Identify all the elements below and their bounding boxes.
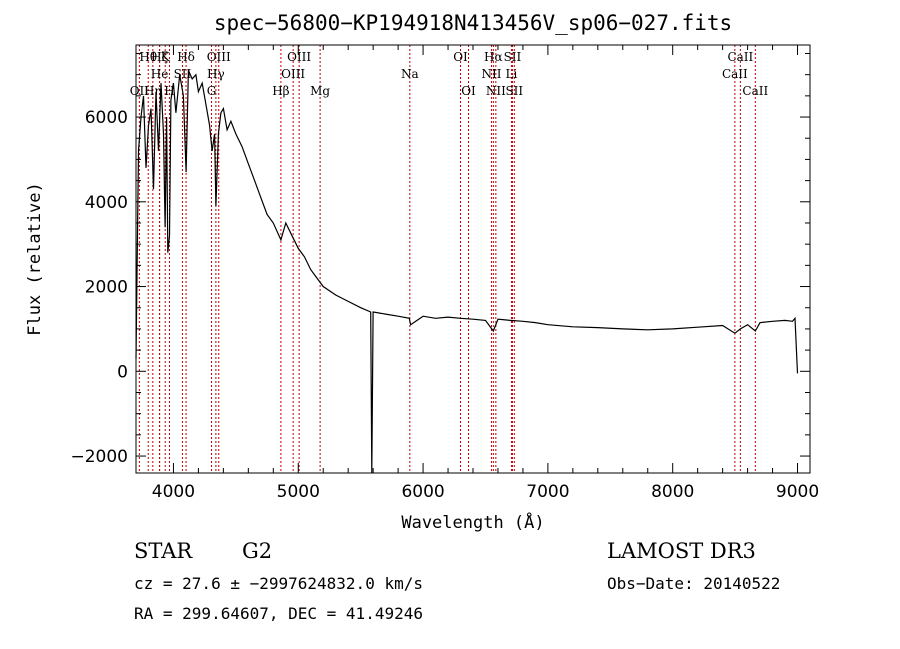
line-label: H bbox=[164, 84, 174, 98]
y-axis: −2000 0 2000 4000 6000 bbox=[70, 52, 810, 467]
line-label: CaII bbox=[727, 50, 753, 64]
line-label: G bbox=[207, 84, 217, 98]
line-label: CaII bbox=[742, 84, 768, 98]
line-label: NII bbox=[481, 67, 501, 81]
line-label: SII bbox=[504, 50, 522, 64]
line-label: Hη bbox=[144, 84, 162, 98]
line-label: Hδ bbox=[177, 50, 195, 64]
x-tick-label: 4000 bbox=[152, 482, 195, 502]
x-axis-label: Wavelength (Å) bbox=[401, 511, 544, 533]
object-type: STAR bbox=[134, 539, 193, 563]
spectrum-line bbox=[135, 70, 799, 474]
line-label: OIII bbox=[207, 50, 231, 64]
coordinates: RA = 299.64607, DEC = 41.49246 bbox=[134, 604, 423, 623]
line-label: Hβ bbox=[272, 84, 289, 98]
x-tick-label: 8000 bbox=[651, 482, 694, 502]
line-labels: OII Hθ Hη Hζ He K H Hδ SII G OIII Hγ Hβ OIII OIII Mg Na O… bbox=[130, 50, 769, 98]
x-tick-label: 6000 bbox=[401, 482, 444, 502]
y-tick-label: −2000 bbox=[70, 447, 128, 467]
x-tick-label: 5000 bbox=[277, 482, 320, 502]
line-label: Na bbox=[401, 67, 419, 81]
line-label: He bbox=[151, 67, 169, 81]
line-label: K bbox=[161, 50, 171, 64]
line-label: CaII bbox=[722, 67, 748, 81]
y-tick-label: 2000 bbox=[85, 278, 128, 298]
survey-name: LAMOST DR3 bbox=[607, 539, 756, 563]
line-label: Mg bbox=[310, 84, 330, 98]
y-tick-label: 0 bbox=[117, 362, 128, 382]
line-label: Hγ bbox=[207, 67, 225, 81]
line-label: OI bbox=[453, 50, 468, 64]
subclass: G2 bbox=[242, 539, 273, 563]
y-tick-label: 4000 bbox=[85, 193, 128, 213]
line-label: SII bbox=[505, 84, 523, 98]
x-tick-label: 7000 bbox=[526, 482, 569, 502]
x-tick-label: 9000 bbox=[776, 482, 819, 502]
line-label: NII bbox=[486, 84, 506, 98]
line-label: Li bbox=[506, 67, 518, 81]
line-markers bbox=[138, 45, 756, 473]
line-label: Hζ bbox=[151, 50, 168, 64]
line-label: OI bbox=[461, 84, 476, 98]
line-label: OIII bbox=[287, 50, 311, 64]
line-label: SII bbox=[174, 67, 192, 81]
x-axis: 4000 5000 6000 7000 8000 9000 bbox=[152, 45, 819, 502]
y-axis-label: Flux (relative) bbox=[25, 182, 45, 336]
line-label: OIII bbox=[281, 67, 305, 81]
y-tick-label: 6000 bbox=[85, 108, 128, 128]
redshift-value: cz = 27.6 ± −2997624832.0 km/s bbox=[134, 574, 423, 593]
observation-date: Obs−Date: 20140522 bbox=[607, 574, 781, 593]
chart-title: spec−56800−KP194918N413456V_sp06−027.fit… bbox=[214, 11, 732, 35]
line-label: Hα bbox=[484, 50, 503, 64]
line-label: OII bbox=[130, 84, 150, 98]
line-label: Hθ bbox=[139, 50, 157, 64]
